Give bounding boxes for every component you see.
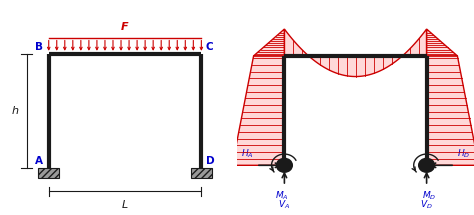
Text: $H_A$: $H_A$ — [241, 148, 254, 160]
Text: D: D — [206, 155, 214, 166]
Polygon shape — [254, 29, 284, 56]
Text: $V_D$: $V_D$ — [420, 198, 433, 211]
Text: $M_A$: $M_A$ — [275, 189, 289, 201]
Bar — [38, 168, 59, 178]
Polygon shape — [427, 29, 457, 56]
Text: L: L — [122, 200, 128, 210]
Bar — [191, 168, 212, 178]
Text: $H_D$: $H_D$ — [457, 148, 471, 160]
Text: A: A — [35, 155, 43, 166]
Text: $V_A$: $V_A$ — [278, 198, 291, 211]
Text: B: B — [35, 41, 43, 52]
Text: F: F — [121, 22, 129, 32]
Polygon shape — [232, 56, 284, 165]
Circle shape — [277, 159, 292, 172]
Text: $M_D$: $M_D$ — [422, 189, 436, 201]
Circle shape — [419, 159, 434, 172]
Text: C: C — [206, 41, 213, 52]
Polygon shape — [427, 56, 474, 165]
Text: h: h — [11, 106, 18, 116]
Polygon shape — [284, 29, 427, 77]
